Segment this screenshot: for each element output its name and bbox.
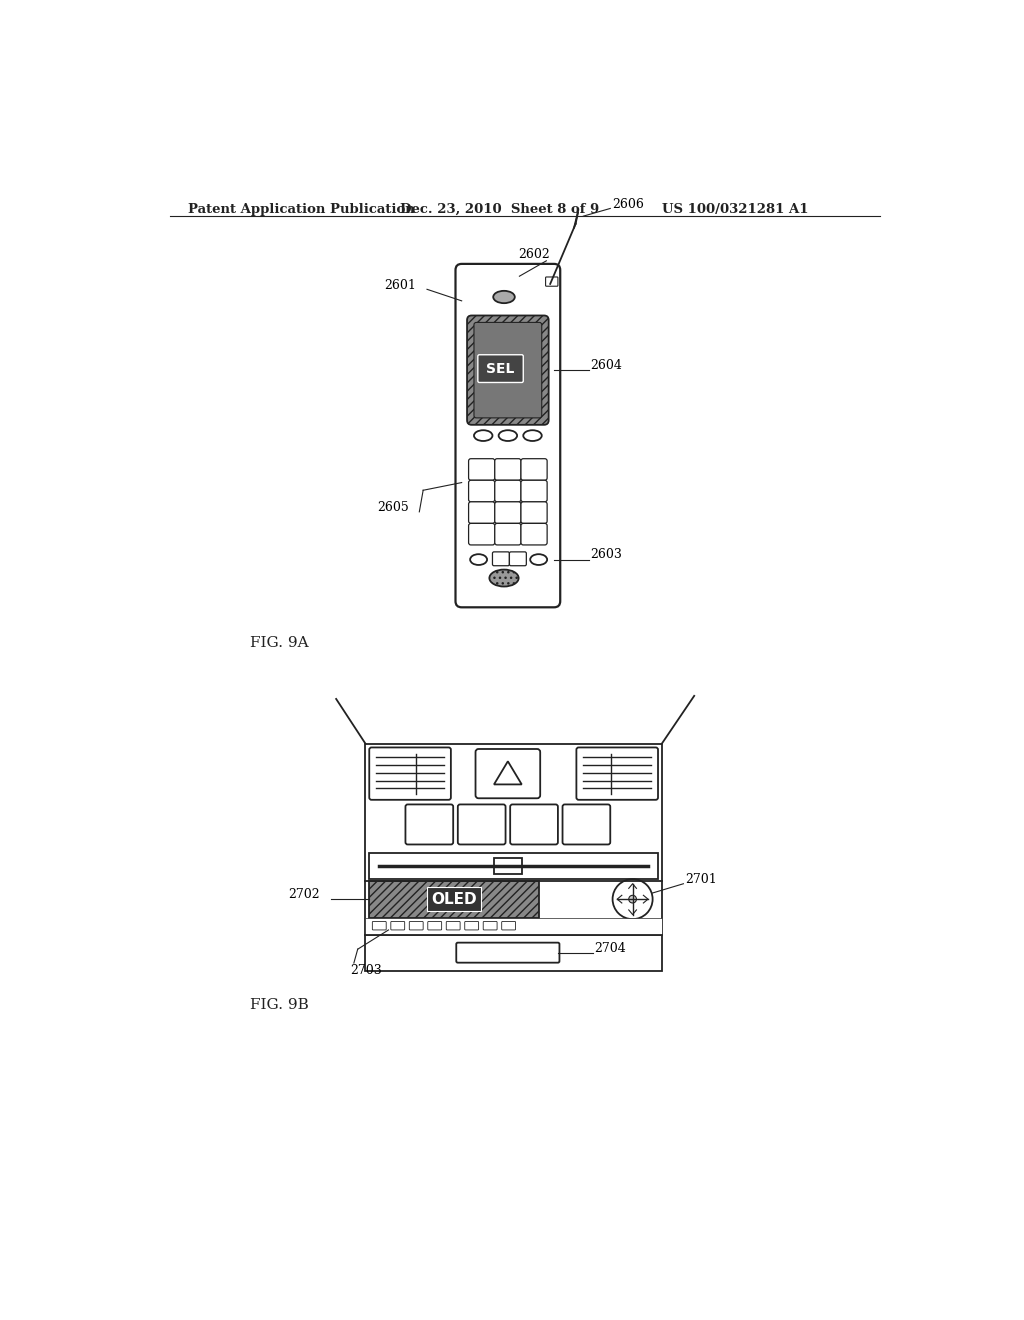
Text: 2602: 2602 <box>518 248 550 261</box>
FancyBboxPatch shape <box>521 459 547 480</box>
FancyBboxPatch shape <box>475 748 541 799</box>
Text: 2703: 2703 <box>350 964 382 977</box>
FancyBboxPatch shape <box>458 804 506 845</box>
FancyBboxPatch shape <box>457 942 559 962</box>
FancyBboxPatch shape <box>562 804 610 845</box>
FancyBboxPatch shape <box>521 524 547 545</box>
Ellipse shape <box>489 570 518 586</box>
FancyBboxPatch shape <box>428 921 441 929</box>
FancyBboxPatch shape <box>495 502 521 524</box>
Bar <box>494 858 521 874</box>
FancyBboxPatch shape <box>406 804 454 845</box>
Text: Patent Application Publication: Patent Application Publication <box>188 203 415 216</box>
FancyBboxPatch shape <box>495 459 521 480</box>
FancyBboxPatch shape <box>469 502 495 524</box>
FancyBboxPatch shape <box>521 480 547 502</box>
FancyBboxPatch shape <box>478 355 523 383</box>
FancyBboxPatch shape <box>474 322 542 418</box>
FancyBboxPatch shape <box>467 315 549 425</box>
Text: US 100/0321281 A1: US 100/0321281 A1 <box>662 203 808 216</box>
FancyBboxPatch shape <box>456 264 560 607</box>
Bar <box>370 880 539 917</box>
FancyBboxPatch shape <box>495 480 521 502</box>
Ellipse shape <box>530 554 547 565</box>
FancyBboxPatch shape <box>391 921 404 929</box>
FancyBboxPatch shape <box>446 921 460 929</box>
FancyBboxPatch shape <box>509 552 526 566</box>
FancyBboxPatch shape <box>465 921 478 929</box>
FancyBboxPatch shape <box>370 747 451 800</box>
Ellipse shape <box>494 290 515 304</box>
Text: FIG. 9A: FIG. 9A <box>250 636 308 649</box>
FancyBboxPatch shape <box>510 804 558 845</box>
FancyBboxPatch shape <box>546 277 558 286</box>
Ellipse shape <box>499 430 517 441</box>
FancyBboxPatch shape <box>483 921 497 929</box>
Text: 2604: 2604 <box>590 359 623 372</box>
FancyBboxPatch shape <box>495 524 521 545</box>
FancyBboxPatch shape <box>410 921 423 929</box>
FancyBboxPatch shape <box>502 921 515 929</box>
Text: 2605: 2605 <box>377 502 409 515</box>
Bar <box>366 917 662 935</box>
FancyBboxPatch shape <box>493 552 509 566</box>
Text: 2702: 2702 <box>289 888 321 902</box>
Text: OLED: OLED <box>431 891 477 907</box>
Circle shape <box>629 895 637 903</box>
Ellipse shape <box>523 430 542 441</box>
Text: 2603: 2603 <box>590 548 623 561</box>
Text: 2606: 2606 <box>611 198 644 211</box>
Ellipse shape <box>470 554 487 565</box>
FancyBboxPatch shape <box>469 524 495 545</box>
Polygon shape <box>494 762 521 784</box>
Text: SEL: SEL <box>486 362 514 376</box>
Ellipse shape <box>474 430 493 441</box>
FancyBboxPatch shape <box>521 502 547 524</box>
Text: 2704: 2704 <box>594 941 626 954</box>
FancyBboxPatch shape <box>577 747 658 800</box>
Bar <box>370 853 658 879</box>
Bar <box>366 743 662 970</box>
Text: 2701: 2701 <box>685 873 717 886</box>
Text: Dec. 23, 2010  Sheet 8 of 9: Dec. 23, 2010 Sheet 8 of 9 <box>400 203 599 216</box>
FancyBboxPatch shape <box>469 480 495 502</box>
Circle shape <box>612 879 652 919</box>
Text: 2601: 2601 <box>385 279 417 292</box>
FancyBboxPatch shape <box>373 921 386 929</box>
FancyBboxPatch shape <box>469 459 495 480</box>
Text: FIG. 9B: FIG. 9B <box>250 998 308 1011</box>
